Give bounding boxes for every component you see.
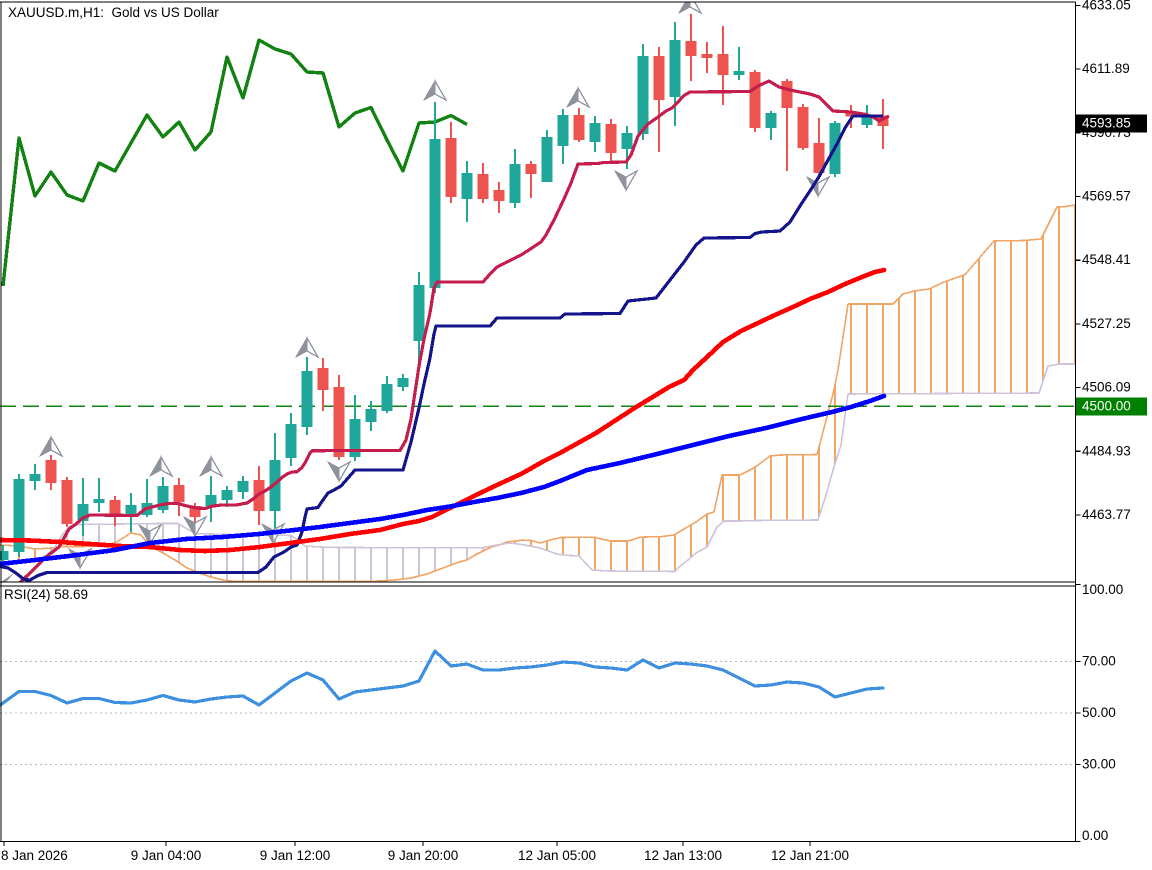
svg-text:4500.00: 4500.00 (1082, 399, 1131, 414)
svg-text:9 Jan 04:00: 9 Jan 04:00 (131, 848, 202, 863)
svg-text:4611.89: 4611.89 (1082, 61, 1130, 76)
svg-text:8 Jan 2026: 8 Jan 2026 (1, 848, 68, 863)
svg-text:4463.77: 4463.77 (1082, 507, 1131, 522)
svg-text:12 Jan 13:00: 12 Jan 13:00 (644, 848, 722, 863)
svg-text:4527.25: 4527.25 (1082, 316, 1131, 331)
svg-text:12 Jan 21:00: 12 Jan 21:00 (771, 848, 849, 863)
svg-text:9 Jan 12:00: 9 Jan 12:00 (260, 848, 331, 863)
svg-text:RSI(24) 58.69: RSI(24) 58.69 (4, 587, 88, 602)
svg-text:12 Jan 05:00: 12 Jan 05:00 (518, 848, 596, 863)
svg-text:4506.09: 4506.09 (1082, 380, 1131, 395)
svg-text:100.00: 100.00 (1082, 582, 1123, 597)
svg-text:4548.41: 4548.41 (1082, 252, 1131, 267)
svg-text:9 Jan 20:00: 9 Jan 20:00 (388, 848, 459, 863)
svg-text:4569.57: 4569.57 (1082, 189, 1131, 204)
svg-text:4593.85: 4593.85 (1082, 116, 1131, 131)
svg-text:50.00: 50.00 (1082, 705, 1116, 720)
svg-text:70.00: 70.00 (1082, 654, 1116, 669)
svg-text:XAUUSD.m,H1: Gold vs US Dolla: XAUUSD.m,H1: Gold vs US Dollar (8, 5, 219, 20)
svg-text:30.00: 30.00 (1082, 757, 1116, 772)
svg-text:4633.05: 4633.05 (1082, 0, 1131, 12)
svg-text:0.00: 0.00 (1082, 828, 1108, 843)
svg-text:4484.93: 4484.93 (1082, 443, 1131, 458)
